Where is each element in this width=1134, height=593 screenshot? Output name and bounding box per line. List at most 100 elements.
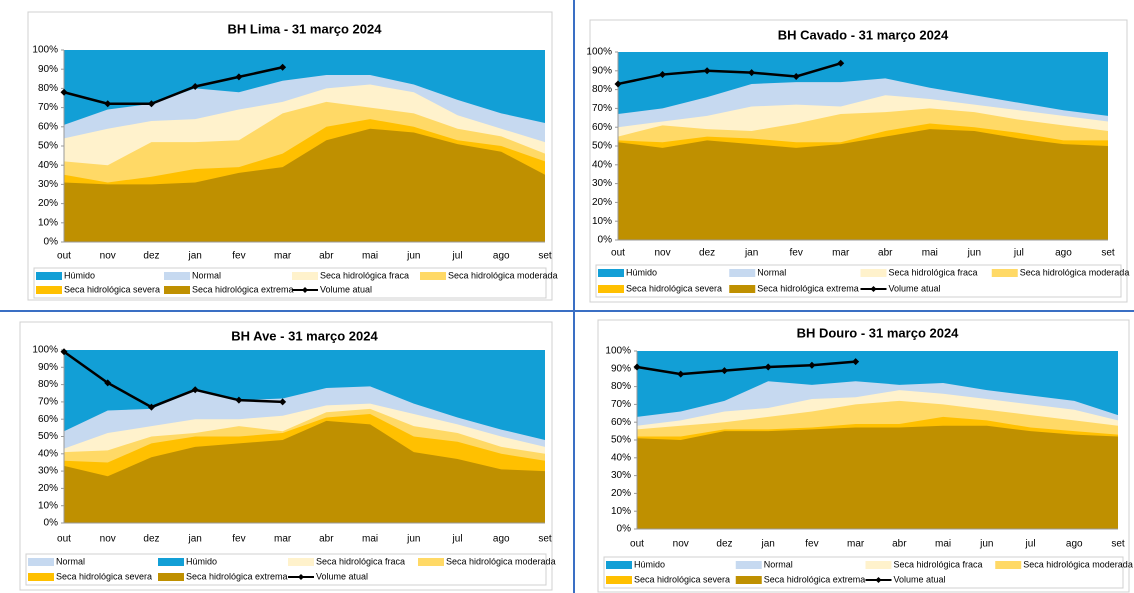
legend-label: Seca hidrológica moderada (448, 270, 558, 280)
legend-swatch (28, 573, 54, 581)
marker (279, 398, 287, 406)
y-tick-label: 70% (38, 102, 58, 113)
legend-swatch (735, 576, 762, 584)
legend-label: Húmido (186, 556, 217, 566)
legend-label: Húmido (634, 559, 665, 569)
y-tick-label: 60% (611, 417, 631, 428)
y-tick-label: 60% (592, 122, 612, 133)
legend-label: Seca hidrológica fraca (320, 270, 409, 280)
legend-swatch (164, 272, 190, 280)
x-tick-label: jul (452, 251, 463, 262)
y-tick-label: 50% (38, 141, 58, 152)
x-tick-label: mai (922, 248, 938, 259)
legend-label: Seca hidrológica extrema (186, 571, 288, 581)
x-tick-label: jun (967, 248, 981, 259)
legend-label: Volume atual (889, 283, 941, 293)
y-tick-label: 90% (592, 65, 612, 76)
legend-swatch (28, 558, 54, 566)
legend-label: Seca hidrológica severa (64, 284, 160, 294)
x-tick-label: jan (188, 534, 202, 545)
x-tick-label: ago (493, 251, 510, 262)
marker (614, 80, 622, 88)
y-tick-label: 10% (592, 216, 612, 227)
legend-label: Seca hidrológica moderada (1023, 559, 1133, 569)
y-tick-label: 10% (38, 217, 58, 228)
legend-marker (302, 287, 308, 293)
marker (720, 367, 728, 375)
marker (235, 396, 243, 404)
x-tick-label: set (538, 534, 552, 545)
legend-marker (870, 286, 877, 292)
legend-label: Volume atual (320, 284, 372, 294)
legend-swatch (729, 269, 756, 277)
y-tick-label: 60% (38, 121, 58, 132)
area (64, 420, 545, 523)
legend-label: Normal (757, 267, 786, 277)
x-tick-label: mai (362, 251, 378, 262)
x-tick-label: dez (143, 251, 159, 262)
y-tick-label: 20% (611, 488, 631, 499)
x-tick-label: ago (1066, 539, 1083, 550)
x-tick-label: nov (654, 248, 670, 259)
y-tick-label: 80% (38, 83, 58, 94)
legend-box (33, 267, 547, 299)
y-tick-label: 30% (592, 178, 612, 189)
legend-label: Seca hidrológica fraca (889, 267, 978, 277)
x-tick-label: abr (319, 534, 334, 545)
x-tick-label: jun (406, 251, 420, 262)
x-tick-label: jun (979, 539, 993, 550)
x-tick-label: jul (1025, 539, 1036, 550)
y-tick-label: 70% (38, 397, 58, 408)
legend-box (25, 553, 547, 586)
area (618, 129, 1108, 240)
area (64, 128, 545, 242)
x-tick-label: out (630, 539, 644, 550)
x-tick-label: jan (761, 539, 775, 550)
x-tick-label: abr (892, 539, 907, 550)
x-tick-label: fev (805, 539, 818, 550)
marker (808, 361, 816, 369)
legend-swatch (995, 561, 1022, 569)
marker (191, 386, 199, 394)
y-tick-label: 0% (44, 518, 59, 529)
legend-label: Seca hidrológica moderada (446, 556, 556, 566)
y-tick-label: 80% (592, 84, 612, 95)
x-tick-label: nov (673, 539, 689, 550)
x-tick-label: nov (100, 534, 116, 545)
line (63, 66, 283, 106)
legend-swatch (164, 286, 190, 294)
y-tick-label: 80% (38, 379, 58, 390)
y-tick-label: 90% (38, 362, 58, 373)
x-tick-label: nov (100, 251, 116, 262)
y-tick-label: 40% (38, 448, 58, 459)
legend-swatch (991, 269, 1018, 277)
legend-label: Seca hidrológica extrema (757, 283, 859, 293)
legend-swatch (158, 573, 184, 581)
y-tick-label: 90% (611, 363, 631, 374)
marker (659, 71, 667, 79)
marker (852, 358, 860, 366)
marker (147, 100, 155, 108)
y-tick-label: 40% (592, 159, 612, 170)
x-tick-label: set (1101, 248, 1115, 259)
x-tick-label: ago (493, 534, 510, 545)
legend-label: Seca hidrológica severa (56, 571, 152, 581)
x-tick-label: out (57, 534, 71, 545)
legend-swatch (729, 285, 756, 293)
marker (748, 69, 756, 77)
y-tick-label: 50% (611, 435, 631, 446)
y-tick-label: 20% (38, 483, 58, 494)
x-tick-label: out (57, 251, 71, 262)
y-tick-label: 10% (38, 500, 58, 511)
y-tick-label: 0% (617, 524, 632, 535)
legend-label: Seca hidrológica fraca (316, 556, 405, 566)
legend-swatch (598, 285, 624, 293)
x-tick-label: out (611, 248, 625, 259)
marker (677, 370, 685, 378)
x-tick-label: fev (232, 251, 245, 262)
x-tick-label: jan (188, 251, 202, 262)
marker (837, 59, 845, 67)
x-tick-label: jan (744, 248, 758, 259)
x-tick-label: jul (1013, 248, 1024, 259)
